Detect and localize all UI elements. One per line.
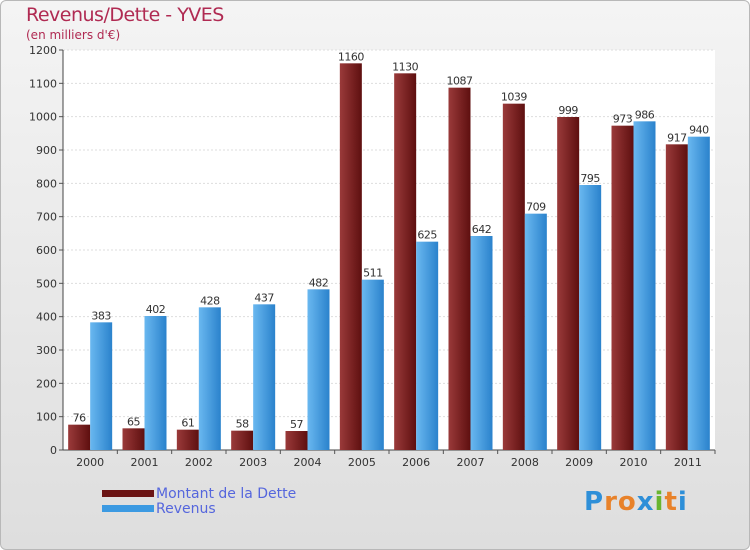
bar-revenus <box>307 289 330 450</box>
bar-revenus <box>198 307 221 450</box>
bar-dette <box>502 103 525 451</box>
y-tick-label: 400 <box>36 311 57 324</box>
chart-title: Revenus/Dette - YVES <box>26 4 224 26</box>
data-label-revenus: 986 <box>635 108 655 121</box>
data-label-dette: 999 <box>558 104 578 117</box>
y-tick-label: 1200 <box>29 44 57 57</box>
bar-dette <box>665 144 688 451</box>
x-tick-label: 2005 <box>348 456 376 469</box>
y-tick-label: 800 <box>36 177 57 190</box>
data-label-dette: 65 <box>127 415 140 428</box>
logo-letter: i <box>677 487 688 517</box>
y-tick-label: 1000 <box>29 111 57 124</box>
x-tick-label: 2009 <box>565 456 593 469</box>
x-tick-label: 2010 <box>620 456 648 469</box>
legend-item-dette: Montant de la Dette <box>102 485 297 502</box>
bar-dette <box>68 424 91 450</box>
bar-dette <box>394 73 417 450</box>
data-label-dette: 973 <box>613 113 633 126</box>
data-label-dette: 917 <box>667 131 687 144</box>
bar-dette <box>611 125 634 451</box>
bar-dette <box>176 429 199 450</box>
bar-revenus <box>416 241 439 450</box>
logo-letter: t <box>664 487 678 517</box>
data-label-revenus: 795 <box>580 172 600 185</box>
data-label-revenus: 511 <box>363 267 383 280</box>
bar-dette <box>339 63 362 450</box>
bar-revenus <box>144 316 167 450</box>
y-tick-label: 300 <box>36 344 57 357</box>
bar-revenus <box>687 136 710 450</box>
data-label-revenus: 437 <box>254 291 274 304</box>
legend: Montant de la Dette Revenus <box>102 485 297 517</box>
x-tick-label: 2007 <box>457 456 485 469</box>
data-label-revenus: 940 <box>689 124 709 137</box>
bar-dette <box>231 430 254 450</box>
x-tick-label: 2011 <box>674 456 702 469</box>
x-tick-label: 2003 <box>239 456 267 469</box>
y-tick-label: 700 <box>36 211 57 224</box>
data-label-revenus: 625 <box>417 229 437 242</box>
bar-revenus <box>579 185 602 450</box>
y-tick-label: 0 <box>50 444 57 457</box>
y-tick-label: 600 <box>36 244 57 257</box>
logo-letter: i <box>654 487 665 517</box>
data-label-revenus: 709 <box>526 201 546 214</box>
y-tick-label: 1100 <box>29 77 57 90</box>
data-label-revenus: 482 <box>309 276 329 289</box>
chart-subtitle: (en milliers d'€) <box>26 28 121 42</box>
logo-letter: P <box>584 487 605 517</box>
x-tick-label: 2000 <box>76 456 104 469</box>
bar-dette <box>557 117 580 450</box>
data-label-dette: 1160 <box>338 50 364 63</box>
data-label-dette: 61 <box>181 417 194 430</box>
data-label-revenus: 383 <box>91 309 111 322</box>
legend-swatch-revenus <box>102 505 154 512</box>
bar-revenus <box>633 121 656 450</box>
bar-dette <box>448 87 471 451</box>
data-label-dette: 1087 <box>447 75 473 88</box>
bar-revenus <box>90 322 113 450</box>
bar-revenus <box>470 236 493 450</box>
data-label-dette: 58 <box>236 418 249 431</box>
x-tick-label: 2006 <box>402 456 430 469</box>
data-label-dette: 57 <box>290 418 303 431</box>
legend-item-revenus: Revenus <box>102 500 296 517</box>
y-tick-label: 500 <box>36 277 57 290</box>
bar-revenus <box>253 304 276 450</box>
y-tick-label: 200 <box>36 377 57 390</box>
legend-swatch-dette <box>102 490 154 497</box>
x-tick-label: 2008 <box>511 456 539 469</box>
logo-letter: x <box>636 487 655 517</box>
legend-label-dette: Montant de la Dette <box>156 485 297 502</box>
data-label-dette: 1130 <box>392 60 418 73</box>
logo-letter: r <box>604 487 618 517</box>
bar-revenus <box>524 213 547 450</box>
data-label-revenus: 428 <box>200 294 220 307</box>
bar-revenus <box>361 279 384 450</box>
x-tick-label: 2002 <box>185 456 213 469</box>
data-label-dette: 76 <box>73 412 86 425</box>
data-label-dette: 1039 <box>501 91 527 104</box>
data-label-revenus: 402 <box>146 303 166 316</box>
legend-label-revenus: Revenus <box>156 500 216 517</box>
y-tick-label: 900 <box>36 144 57 157</box>
logo-letter: o <box>617 487 637 517</box>
bar-dette <box>285 431 308 450</box>
x-tick-label: 2004 <box>294 456 322 469</box>
bar-dette <box>122 428 145 450</box>
y-tick-label: 100 <box>36 411 57 424</box>
x-tick-label: 2001 <box>131 456 159 469</box>
data-label-revenus: 642 <box>472 223 492 236</box>
proxiti-logo: Proxiti <box>584 487 688 517</box>
